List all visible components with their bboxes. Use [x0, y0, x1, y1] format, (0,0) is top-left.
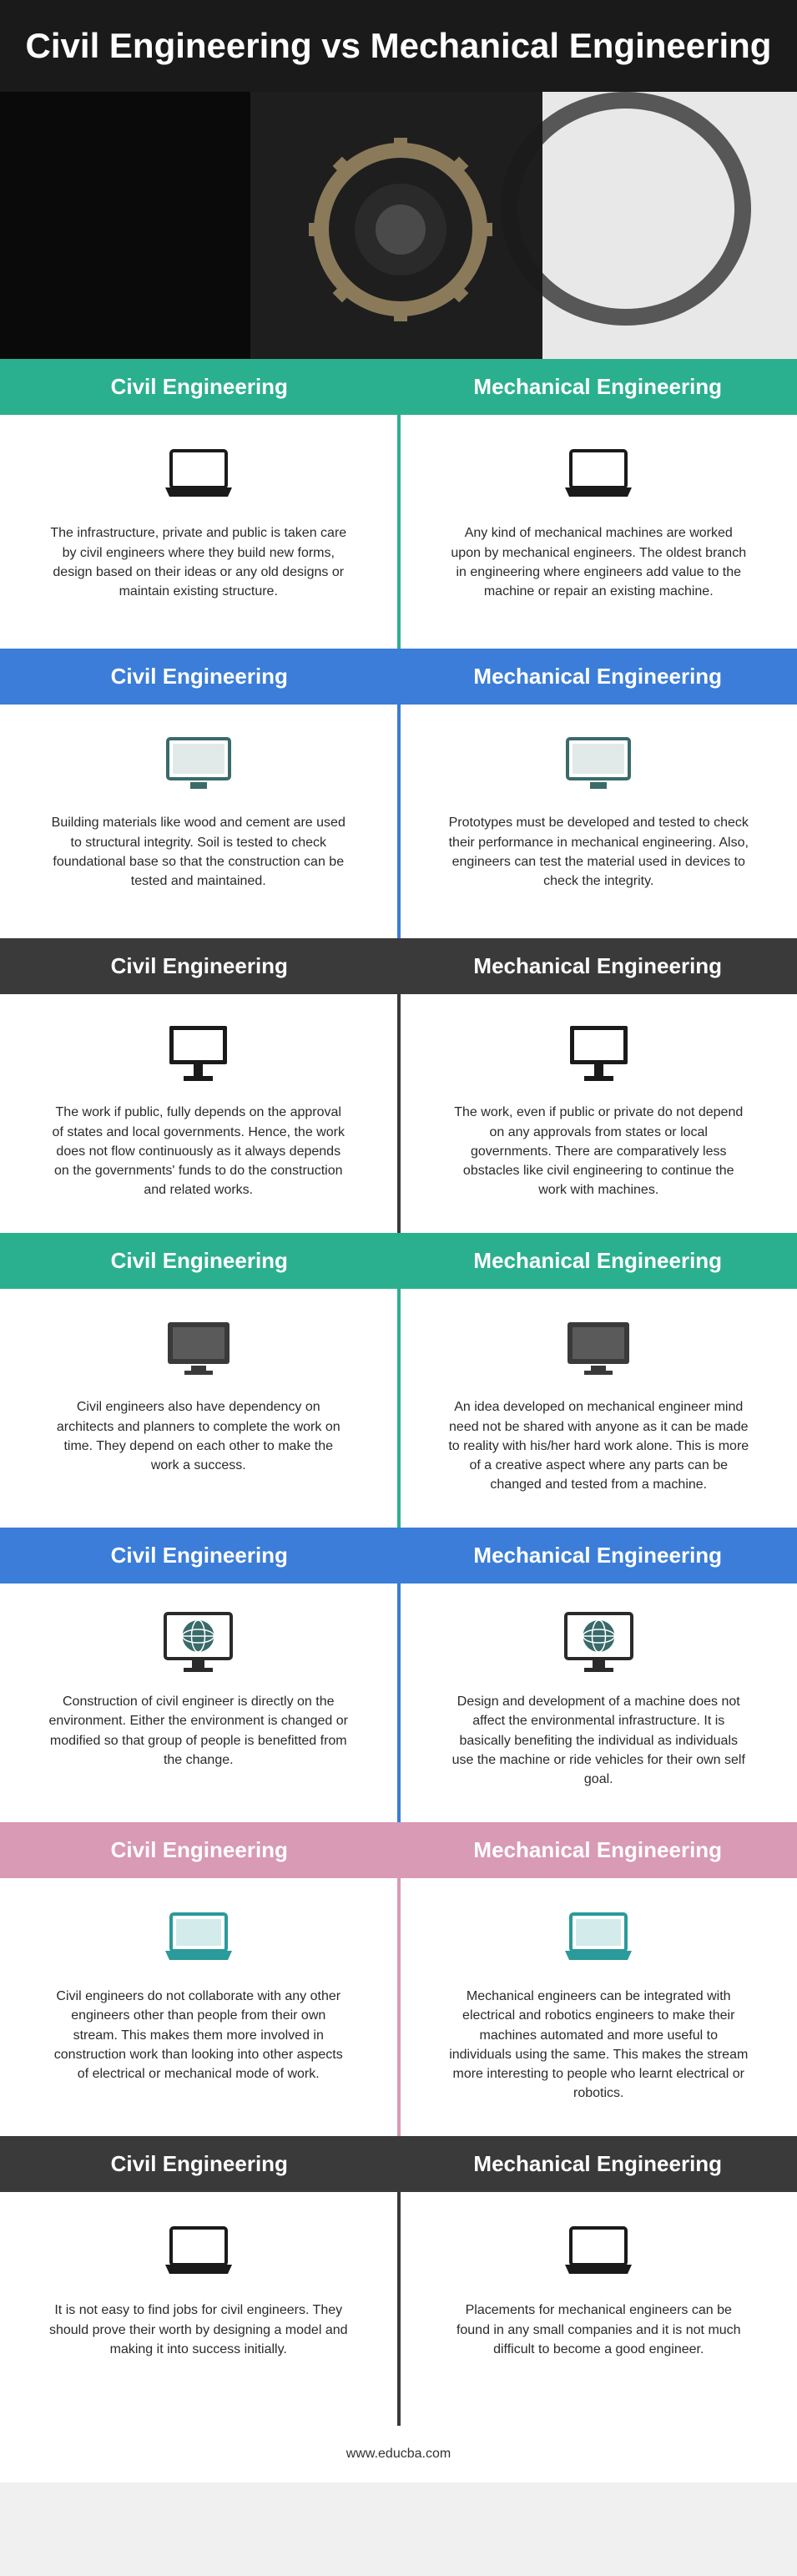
- section-body: Civil engineers do not collaborate with …: [0, 1878, 797, 2136]
- mech-icon: [557, 730, 640, 796]
- section-body: It is not easy to find jobs for civil en…: [0, 2192, 797, 2426]
- civil-cell: Building materials like wood and cement …: [0, 705, 397, 938]
- civil-header: Civil Engineering: [0, 649, 399, 705]
- civil-desc: It is not easy to find jobs for civil en…: [48, 2301, 349, 2359]
- civil-icon: [157, 2217, 240, 2284]
- civil-cell: The infrastructure, private and public i…: [0, 415, 397, 649]
- section-body: Civil engineers also have dependency on …: [0, 1289, 797, 1528]
- civil-header: Civil Engineering: [0, 938, 399, 994]
- civil-cell: Civil engineers do not collaborate with …: [0, 1878, 397, 2136]
- civil-icon: [157, 730, 240, 796]
- mech-icon: [557, 2217, 640, 2284]
- civil-desc: The infrastructure, private and public i…: [48, 523, 349, 601]
- civil-icon: [157, 440, 240, 507]
- civil-cell: It is not easy to find jobs for civil en…: [0, 2192, 397, 2426]
- gear-illustration: [0, 92, 797, 359]
- section-header: Civil Engineering Mechanical Engineering: [0, 2136, 797, 2192]
- mech-icon: [557, 1609, 640, 1675]
- section-header: Civil Engineering Mechanical Engineering: [0, 938, 797, 994]
- page: Civil Engineering vs Mechanical Engineer…: [0, 0, 797, 2483]
- mech-desc: Prototypes must be developed and tested …: [448, 813, 749, 891]
- mech-icon: [557, 1019, 640, 1086]
- mech-icon: [557, 1314, 640, 1381]
- mech-cell: An idea developed on mechanical engineer…: [401, 1289, 797, 1528]
- mech-cell: Prototypes must be developed and tested …: [401, 705, 797, 938]
- section-body: Building materials like wood and cement …: [0, 705, 797, 938]
- mech-desc: Mechanical engineers can be integrated w…: [448, 1987, 749, 2103]
- mech-cell: The work, even if public or private do n…: [401, 994, 797, 1233]
- mech-header: Mechanical Engineering: [399, 359, 797, 415]
- civil-header: Civil Engineering: [0, 2136, 399, 2192]
- civil-icon: [157, 1609, 240, 1675]
- civil-desc: Civil engineers also have dependency on …: [48, 1397, 349, 1475]
- section-body: Construction of civil engineer is direct…: [0, 1583, 797, 1822]
- civil-cell: Civil engineers also have dependency on …: [0, 1289, 397, 1528]
- civil-icon: [157, 1019, 240, 1086]
- civil-header: Civil Engineering: [0, 1822, 399, 1878]
- mech-header: Mechanical Engineering: [399, 938, 797, 994]
- mech-desc: Any kind of mechanical machines are work…: [448, 523, 749, 601]
- civil-desc: Building materials like wood and cement …: [48, 813, 349, 891]
- hero-image: [0, 92, 797, 359]
- mech-header: Mechanical Engineering: [399, 649, 797, 705]
- mech-header: Mechanical Engineering: [399, 1822, 797, 1878]
- section-header: Civil Engineering Mechanical Engineering: [0, 1528, 797, 1583]
- mech-desc: Placements for mechanical engineers can …: [448, 2301, 749, 2359]
- civil-desc: The work if public, fully depends on the…: [48, 1103, 349, 1200]
- section-header: Civil Engineering Mechanical Engineering: [0, 1233, 797, 1289]
- mech-desc: Design and development of a machine does…: [448, 1692, 749, 1789]
- civil-header: Civil Engineering: [0, 359, 399, 415]
- civil-cell: The work if public, fully depends on the…: [0, 994, 397, 1233]
- mech-cell: Design and development of a machine does…: [401, 1583, 797, 1822]
- civil-desc: Civil engineers do not collaborate with …: [48, 1987, 349, 2084]
- civil-icon: [157, 1314, 240, 1381]
- section-header: Civil Engineering Mechanical Engineering: [0, 649, 797, 705]
- mech-header: Mechanical Engineering: [399, 2136, 797, 2192]
- civil-desc: Construction of civil engineer is direct…: [48, 1692, 349, 1770]
- mech-desc: An idea developed on mechanical engineer…: [448, 1397, 749, 1494]
- mech-desc: The work, even if public or private do n…: [448, 1103, 749, 1200]
- mech-icon: [557, 440, 640, 507]
- page-title: Civil Engineering vs Mechanical Engineer…: [0, 0, 797, 92]
- civil-cell: Construction of civil engineer is direct…: [0, 1583, 397, 1822]
- section-header: Civil Engineering Mechanical Engineering: [0, 359, 797, 415]
- mech-cell: Mechanical engineers can be integrated w…: [401, 1878, 797, 2136]
- section-body: The infrastructure, private and public i…: [0, 415, 797, 649]
- mech-header: Mechanical Engineering: [399, 1233, 797, 1289]
- civil-icon: [157, 1903, 240, 1970]
- civil-header: Civil Engineering: [0, 1233, 399, 1289]
- mech-cell: Placements for mechanical engineers can …: [401, 2192, 797, 2426]
- sections-container: Civil Engineering Mechanical Engineering…: [0, 359, 797, 2426]
- civil-header: Civil Engineering: [0, 1528, 399, 1583]
- section-body: The work if public, fully depends on the…: [0, 994, 797, 1233]
- mech-header: Mechanical Engineering: [399, 1528, 797, 1583]
- footer-url: www.educba.com: [0, 2426, 797, 2483]
- mech-icon: [557, 1903, 640, 1970]
- mech-cell: Any kind of mechanical machines are work…: [401, 415, 797, 649]
- section-header: Civil Engineering Mechanical Engineering: [0, 1822, 797, 1878]
